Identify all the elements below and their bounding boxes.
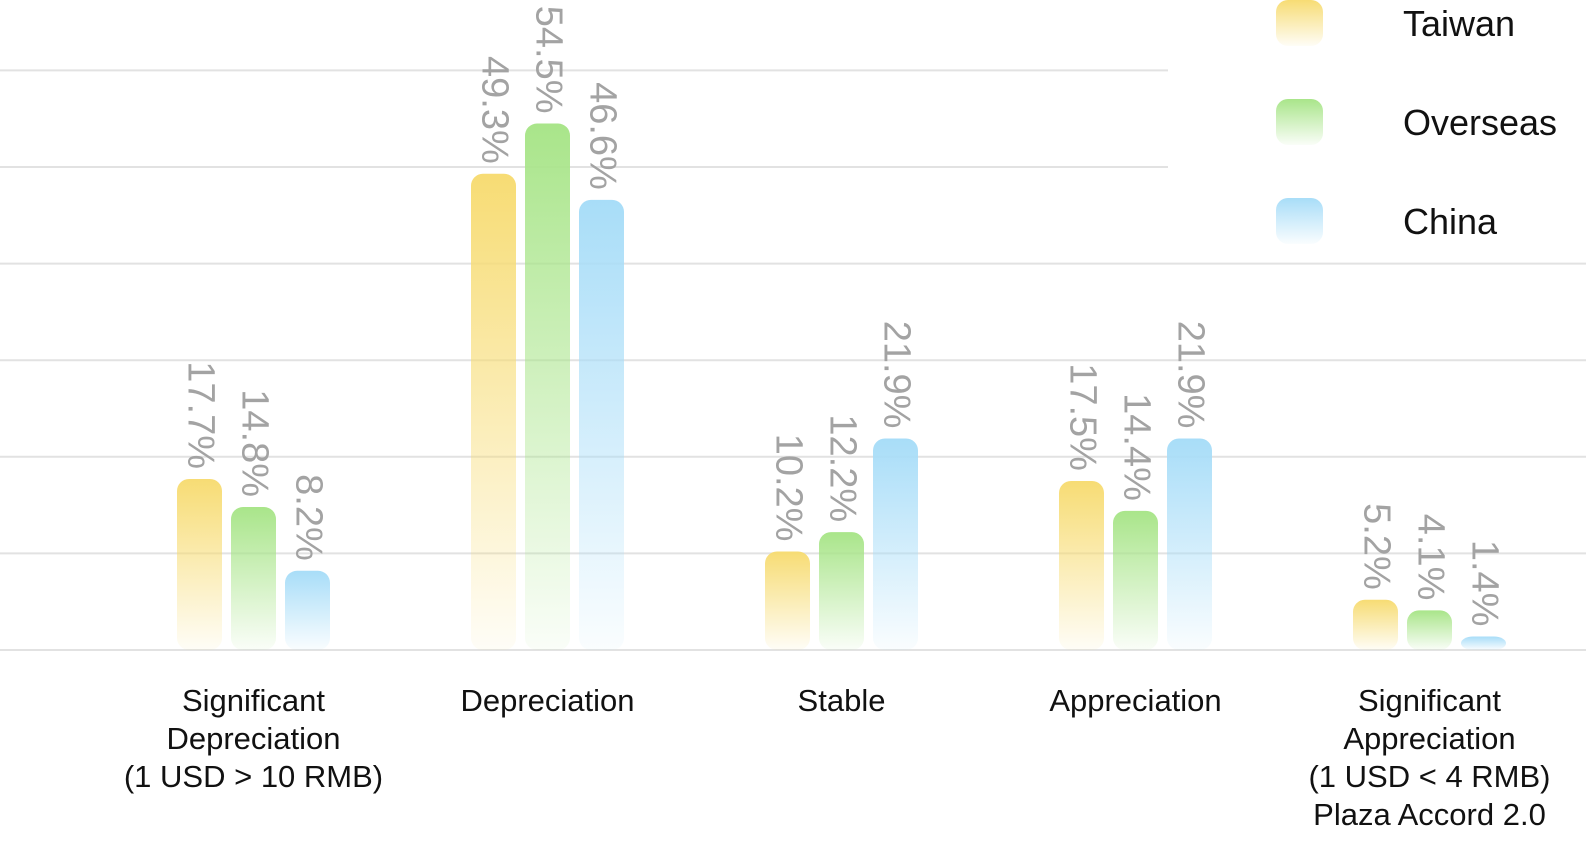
category-label: Significant Depreciation (1 USD > 10 RMB) (124, 683, 383, 794)
bar-china-1 (579, 199, 624, 650)
bar-china-0 (285, 570, 330, 650)
legend-label-taiwan: Taiwan (1403, 3, 1515, 44)
bar-overseas-2 (819, 532, 864, 650)
value-label: 5.2% (1356, 503, 1398, 590)
category-labels: Significant Depreciation (1 USD > 10 RMB) D… (124, 683, 1551, 832)
bar-taiwan-1 (471, 173, 516, 650)
legend-swatch-china (1276, 198, 1323, 244)
category-label: Appreciation (1049, 683, 1221, 718)
value-label: 14.8% (234, 389, 276, 497)
bar-overseas-4 (1407, 610, 1452, 650)
value-label: 4.1% (1410, 514, 1452, 601)
value-label: 12.2% (822, 414, 864, 522)
value-label: 10.2% (768, 434, 810, 542)
value-label: 46.6% (582, 82, 624, 190)
value-labels: 17.7% 49.3% 10.2% 17.5% 5.2% 14.8% 54.5% 12.2% 1… (180, 6, 1506, 627)
bar-overseas-0 (231, 507, 276, 650)
bar-china-2 (873, 438, 918, 650)
value-label: 17.7% (180, 361, 222, 469)
value-label: 17.5% (1062, 363, 1104, 471)
legend-label-china: China (1403, 201, 1498, 242)
legend-label-overseas: Overseas (1403, 102, 1557, 143)
bar-overseas-3 (1113, 510, 1158, 650)
category-label: Significant Appreciation (1 USD < 4 RMB) Pl… (1308, 683, 1550, 832)
bar-overseas-1 (525, 123, 570, 650)
bar-china-4 (1461, 636, 1506, 650)
value-label: 1.4% (1464, 540, 1506, 627)
bar-taiwan-3 (1059, 480, 1104, 650)
value-label: 54.5% (528, 6, 570, 114)
bar-taiwan-2 (765, 551, 810, 650)
bar-china-3 (1167, 438, 1212, 650)
bar-taiwan-0 (177, 479, 222, 650)
legend-swatch-overseas (1276, 99, 1323, 145)
category-label: Stable (798, 683, 886, 718)
value-label: 8.2% (288, 474, 330, 561)
value-label: 49.3% (474, 56, 516, 164)
bars (177, 123, 1506, 650)
bar-taiwan-4 (1353, 599, 1398, 650)
value-label: 21.9% (876, 321, 918, 429)
value-label: 21.9% (1170, 321, 1212, 429)
category-label: Depreciation (460, 683, 634, 718)
value-label: 14.4% (1116, 393, 1158, 501)
legend-swatch-taiwan (1276, 0, 1323, 46)
legend: Taiwan Overseas China (1276, 0, 1557, 244)
